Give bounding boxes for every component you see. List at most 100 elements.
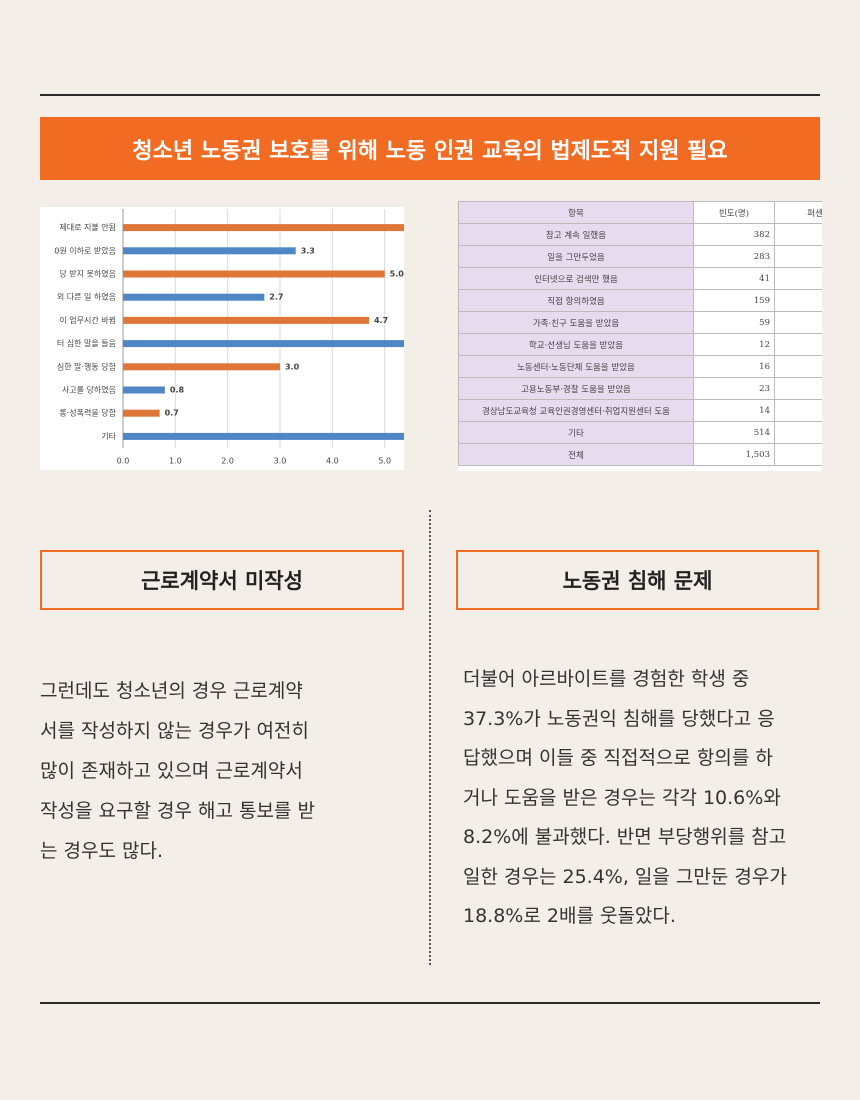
table-row: 전체 1,503 [458,443,822,466]
table-empty-cell [774,333,822,356]
table-empty-cell [774,289,822,312]
bar [123,363,281,371]
table-count-cell: 14 [693,399,775,422]
table-empty-cell [774,245,822,268]
bottom-rule [40,1002,820,1004]
body-text: 8.2%에 불과했다. 반면 부당행위를 참고 [463,826,787,848]
category-label: 터 심한 말을 들음 [57,338,116,348]
table-item-cell: 인터넷으로 검색만 했음 [458,267,694,290]
body-text: 많이 존재하고 있으며 근로계약서 [40,760,303,782]
category-label: 롱·성폭력을 당함 [59,408,116,418]
table-count-cell: 159 [693,289,775,312]
table-item-cell: 전체 [458,443,694,466]
bar-chart: 0.0 1.0 2.0 3.0 4.0 5.0 제대로 지불 안됨 0원 이하로 받았음 3.3… [40,207,404,470]
body-text: 는 경우도 많다. [40,840,163,862]
table-empty-cell [774,443,822,466]
table-count-cell: 16 [693,355,775,378]
body-text: 작성을 요구할 경우 해고 통보를 받 [40,800,315,822]
section-title: 노동권 침해 문제 [456,550,819,610]
table-row: 학교·선생님 도움을 받았음 12 [458,333,822,356]
x-tick-label: 4.0 [326,457,339,466]
table-count-cell: 12 [693,333,775,356]
table-empty-cell [774,421,822,444]
table-item-cell: 학교·선생님 도움을 받았음 [458,333,694,356]
value-label: 0.8 [170,386,185,395]
table-item-cell: 일을 그만두었음 [458,245,694,268]
bar [123,432,404,440]
body-text: 답했으며 이들 중 직접적으로 항의를 하 [463,747,773,769]
top-rule [40,94,820,96]
table-empty-cell [774,223,822,246]
table-row: 일을 그만두었음 283 [458,245,822,268]
category-label: 외 다른 일 하였음 [57,292,116,302]
table-item-cell: 직접 항의하였음 [458,289,694,312]
section-title: 근로계약서 미작성 [40,550,404,610]
table-row: 경상남도교육청 교육인권경영센터·취업지원센터 도움 14 [458,399,822,422]
bar [123,316,369,324]
table-count-cell: 283 [693,245,775,268]
table-row: 가족·친구 도움을 받았음 59 [458,311,822,334]
x-tick-label: 5.0 [378,457,391,466]
table-count-cell: 59 [693,311,775,334]
body-text: 그런데도 청소년의 경우 근로계약 [40,680,303,702]
x-tick-label: 3.0 [274,457,287,466]
table-empty-cell [774,267,822,290]
category-label: 기타 [101,432,116,441]
table-header-cell: 항목 [458,201,694,224]
body-text: 일한 경우는 25.4%, 일을 그만둔 경우가 [463,865,787,888]
table-count-cell: 23 [693,377,775,400]
x-tick-label: 2.0 [221,457,234,466]
value-label: 3.0 [285,362,300,371]
table-row: 참고 계속 일했음 382 [458,223,822,246]
table-empty-cell [774,399,822,422]
x-tick-label: 1.0 [169,457,182,466]
table-header-cell: 퍼센트 [774,201,822,224]
table-row: 직접 항의하였음 159 [458,289,822,312]
table-row: 인터넷으로 검색만 했음 41 [458,267,822,290]
table-row: 고용노동부·경찰 도움을 받았음 23 [458,377,822,400]
table-item-cell: 노동센터·노동단체 도움을 받았음 [458,355,694,378]
table-count-cell: 41 [693,267,775,290]
body-text: 더불어 아르바이트를 경험한 학생 중 [463,668,750,690]
body-text: 37.3%가 노동권익 침해를 당했다고 응 [463,707,775,730]
table-row: 기타 514 [458,421,822,444]
body-text: 서를 작성하지 않는 경우가 여전히 [40,720,309,742]
category-label: 당 받지 못하였음 [59,269,116,279]
category-label: 이 업무시간 바뀜 [59,315,116,325]
banner-title: 청소년 노동권 보호를 위해 노동 인권 교육의 법제도적 지원 필요 [40,117,820,180]
bar [123,247,296,255]
table-item-cell: 경상남도교육청 교육인권경영센터·취업지원센터 도움 [458,399,694,422]
bar [123,409,160,417]
value-label: 3.3 [301,246,315,255]
value-label: 5.0 [390,270,404,279]
value-label: 0.7 [165,409,179,418]
table-empty-cell [774,377,822,400]
category-label: 0원 이하로 받았음 [54,245,116,255]
table-header-cell: 빈도(명) [693,201,775,224]
bar [123,224,404,232]
body-text: 거나 도움을 받은 경우는 각각 10.6%와 [463,786,781,809]
table-item-cell: 고용노동부·경찰 도움을 받았음 [458,377,694,400]
x-tick-label: 0.0 [117,457,130,466]
table-count-cell: 1,503 [693,443,775,466]
category-label: 사고를 당하였음 [62,385,116,395]
bar [123,386,165,394]
table-item-cell: 가족·친구 도움을 받았음 [458,311,694,334]
table-item-cell: 참고 계속 일했음 [458,223,694,246]
table-row: 노동센터·노동단체 도움을 받았음 16 [458,355,822,378]
table-empty-cell [774,311,822,334]
category-label: 심한 말·행동 당함 [57,361,117,371]
table-count-cell: 514 [693,421,775,444]
body-text: 18.8%로 2배를 웃돌았다. [463,905,676,927]
category-label: 제대로 지불 안됨 [59,222,116,232]
value-label: 2.7 [269,293,283,302]
value-label: 4.7 [374,316,388,325]
table-item-cell: 기타 [458,421,694,444]
bar [123,340,404,348]
table-empty-cell [774,355,822,378]
table-count-cell: 382 [693,223,775,246]
